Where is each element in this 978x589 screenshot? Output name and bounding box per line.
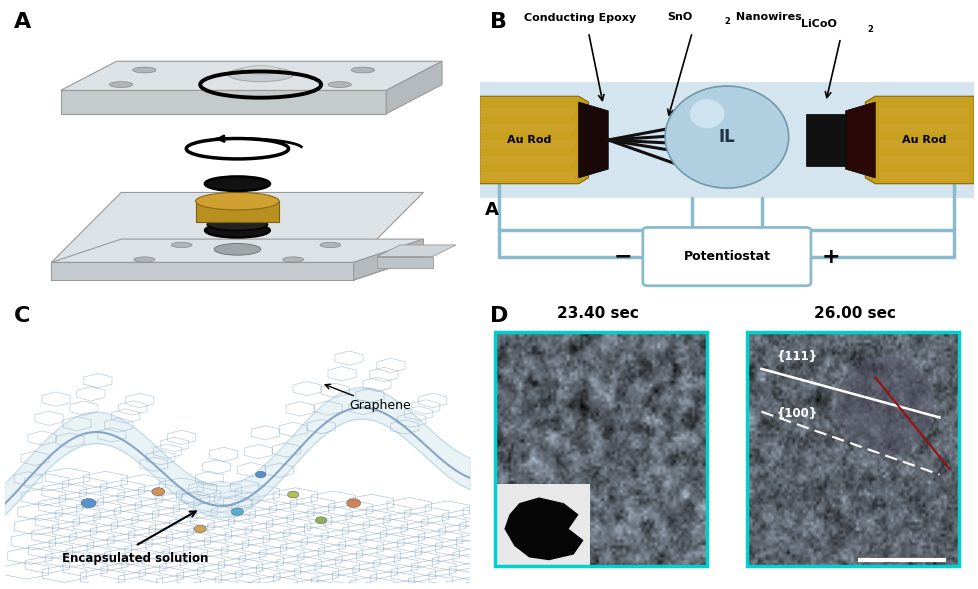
Text: SnO: SnO bbox=[667, 12, 692, 22]
FancyBboxPatch shape bbox=[479, 140, 573, 149]
FancyBboxPatch shape bbox=[479, 124, 573, 133]
Ellipse shape bbox=[835, 356, 934, 456]
Text: LiCoO: LiCoO bbox=[800, 19, 836, 29]
Text: Conducting Epoxy: Conducting Epoxy bbox=[523, 14, 636, 24]
Text: D: D bbox=[489, 306, 508, 326]
FancyBboxPatch shape bbox=[479, 108, 573, 117]
Ellipse shape bbox=[228, 67, 293, 82]
Text: A: A bbox=[484, 201, 498, 219]
Polygon shape bbox=[51, 257, 422, 280]
Circle shape bbox=[81, 498, 96, 508]
Text: +: + bbox=[821, 247, 839, 267]
Circle shape bbox=[255, 471, 265, 478]
Ellipse shape bbox=[689, 99, 724, 128]
Polygon shape bbox=[377, 257, 432, 268]
FancyBboxPatch shape bbox=[494, 484, 590, 566]
Polygon shape bbox=[377, 245, 456, 257]
Text: 26.00 sec: 26.00 sec bbox=[814, 306, 896, 321]
Polygon shape bbox=[61, 61, 441, 91]
Text: Encapsulated solution: Encapsulated solution bbox=[62, 552, 208, 565]
Ellipse shape bbox=[351, 67, 375, 73]
FancyBboxPatch shape bbox=[879, 108, 968, 117]
Polygon shape bbox=[385, 61, 441, 114]
Text: 2: 2 bbox=[867, 25, 872, 34]
Circle shape bbox=[346, 499, 360, 507]
Circle shape bbox=[288, 491, 298, 498]
Ellipse shape bbox=[328, 82, 351, 88]
Ellipse shape bbox=[242, 65, 279, 74]
Ellipse shape bbox=[320, 242, 340, 247]
Ellipse shape bbox=[196, 193, 279, 210]
Polygon shape bbox=[51, 239, 422, 263]
Polygon shape bbox=[479, 96, 588, 184]
Polygon shape bbox=[353, 239, 422, 280]
Text: C: C bbox=[14, 306, 30, 326]
Polygon shape bbox=[353, 257, 422, 280]
Ellipse shape bbox=[207, 219, 267, 230]
Text: 2: 2 bbox=[724, 17, 730, 27]
Text: Nanowires: Nanowires bbox=[732, 12, 801, 22]
Text: IL: IL bbox=[718, 128, 734, 146]
Polygon shape bbox=[196, 201, 279, 221]
Ellipse shape bbox=[134, 257, 155, 262]
Ellipse shape bbox=[204, 223, 270, 237]
Ellipse shape bbox=[283, 257, 303, 262]
Text: B: B bbox=[489, 12, 506, 32]
FancyBboxPatch shape bbox=[643, 227, 810, 286]
Polygon shape bbox=[845, 102, 874, 178]
Text: 23.40 sec: 23.40 sec bbox=[556, 306, 639, 321]
FancyBboxPatch shape bbox=[879, 140, 968, 149]
FancyBboxPatch shape bbox=[479, 172, 573, 181]
Polygon shape bbox=[51, 193, 422, 263]
Circle shape bbox=[315, 517, 327, 524]
Polygon shape bbox=[865, 96, 973, 184]
Text: Au Rod: Au Rod bbox=[507, 135, 551, 145]
Text: −: − bbox=[613, 247, 632, 267]
Text: A: A bbox=[14, 12, 31, 32]
Text: Potentiostat: Potentiostat bbox=[683, 250, 770, 263]
Text: {111}: {111} bbox=[776, 350, 817, 363]
Text: Au Rod: Au Rod bbox=[902, 135, 946, 145]
Circle shape bbox=[231, 508, 244, 515]
FancyBboxPatch shape bbox=[879, 172, 968, 181]
Text: {100}: {100} bbox=[776, 407, 817, 421]
FancyBboxPatch shape bbox=[479, 82, 973, 198]
Circle shape bbox=[152, 488, 164, 496]
Polygon shape bbox=[578, 102, 607, 178]
FancyBboxPatch shape bbox=[805, 114, 845, 166]
Polygon shape bbox=[51, 263, 353, 280]
Circle shape bbox=[194, 525, 206, 532]
Ellipse shape bbox=[204, 177, 270, 191]
FancyBboxPatch shape bbox=[479, 156, 573, 165]
FancyBboxPatch shape bbox=[879, 124, 968, 133]
Text: Graphene: Graphene bbox=[325, 384, 411, 412]
Ellipse shape bbox=[214, 243, 260, 255]
Ellipse shape bbox=[171, 242, 192, 247]
Polygon shape bbox=[504, 497, 583, 560]
Polygon shape bbox=[61, 91, 385, 114]
Ellipse shape bbox=[110, 82, 133, 88]
Ellipse shape bbox=[133, 67, 156, 73]
Ellipse shape bbox=[664, 86, 788, 188]
FancyBboxPatch shape bbox=[879, 156, 968, 165]
